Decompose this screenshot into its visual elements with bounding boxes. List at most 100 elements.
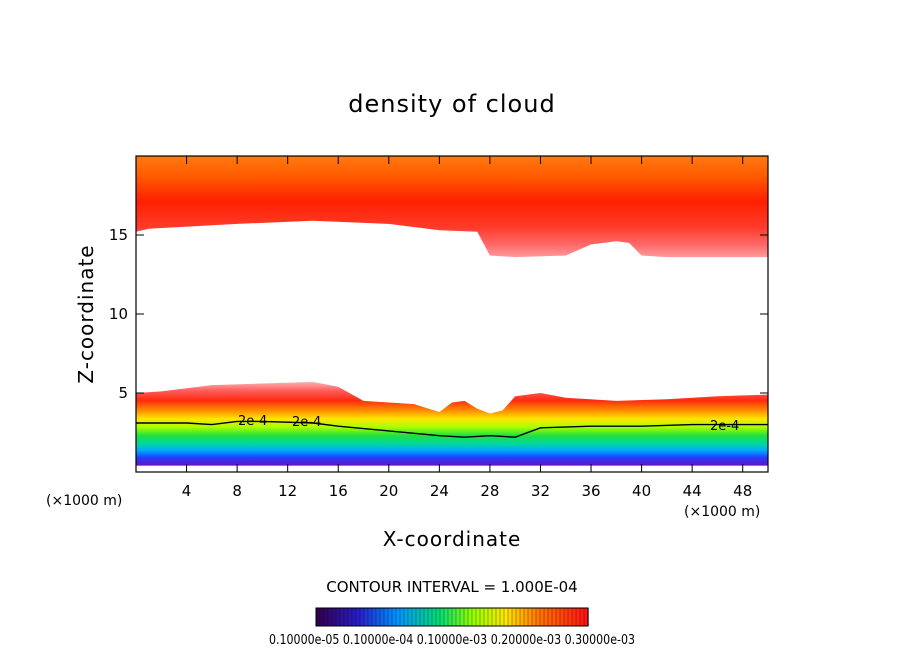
x-tick-label: 36 <box>581 482 600 500</box>
colorbar-cell <box>559 607 565 627</box>
colorbar-cell <box>367 607 373 627</box>
colorbar-cell <box>471 607 477 627</box>
colorbar-cell <box>463 607 469 627</box>
x-tick-label: 32 <box>531 482 550 500</box>
colorbar-cell <box>423 607 429 627</box>
colorbar-labels: 0.10000e-05 0.10000e-04 0.10000e-03 0.20… <box>269 633 635 648</box>
colorbar-cell <box>487 607 493 627</box>
x-axis-label: X-coordinate <box>383 527 522 551</box>
colorbar-cell <box>315 607 321 627</box>
colorbar-cell <box>447 607 453 627</box>
colorbar-cell <box>499 607 505 627</box>
colorbar-cell <box>331 607 337 627</box>
lower-cloud-layer <box>136 381 768 466</box>
colorbar-cell <box>435 607 441 627</box>
colorbar-cell <box>575 607 581 627</box>
colorbar-cell <box>407 607 413 627</box>
x-tick-label: 20 <box>379 482 398 500</box>
colorbar-cell <box>451 607 457 627</box>
colorbar-cell <box>351 607 357 627</box>
y-tick-label: 15 <box>109 226 128 244</box>
y-axis-label: Z-coordinate <box>74 244 98 383</box>
plot-area <box>136 156 768 466</box>
colorbar-cell <box>495 607 501 627</box>
colorbar-cell <box>519 607 525 627</box>
colorbar-cell <box>363 607 369 627</box>
colorbar-cell <box>523 607 529 627</box>
colorbar-cell <box>535 607 541 627</box>
colorbar-cell <box>319 607 325 627</box>
colorbar-cell <box>399 607 405 627</box>
contour-interval-label: CONTOUR INTERVAL = 1.000E-04 <box>326 578 577 596</box>
contour-label: 2e-4 <box>238 414 267 429</box>
colorbar-cell <box>459 607 465 627</box>
contour-2e-4-line <box>136 420 768 438</box>
x-tick-label: 16 <box>329 482 348 500</box>
colorbar-cell <box>323 607 329 627</box>
x-axis-ticks: 4 8 12 16 20 24 28 32 36 40 44 48 <box>182 156 752 500</box>
colorbar-cell <box>531 607 537 627</box>
colorbar <box>315 607 589 627</box>
colorbar-cell <box>371 607 377 627</box>
colorbar-cell <box>479 607 485 627</box>
colorbar-cell <box>527 607 533 627</box>
colorbar-cell <box>491 607 497 627</box>
colorbar-cell <box>343 607 349 627</box>
colorbar-cell <box>383 607 389 627</box>
colorbar-cell <box>387 607 393 627</box>
contour-label: 2e-4 <box>292 415 321 430</box>
colorbar-cell <box>543 607 549 627</box>
colorbar-cell <box>395 607 401 627</box>
colorbar-cell <box>379 607 385 627</box>
colorbar-cell <box>443 607 449 627</box>
colorbar-cell <box>555 607 561 627</box>
colorbar-cell <box>375 607 381 627</box>
colorbar-cell <box>415 607 421 627</box>
colorbar-cell <box>539 607 545 627</box>
colorbar-cell <box>511 607 517 627</box>
colorbar-cell <box>347 607 353 627</box>
colorbar-cell <box>515 607 521 627</box>
colorbar-cell <box>483 607 489 627</box>
x-tick-label: 24 <box>430 482 449 500</box>
colorbar-cell <box>563 607 569 627</box>
colorbar-cell <box>503 607 509 627</box>
contour-label: 2e-4 <box>710 419 739 434</box>
colorbar-cell <box>339 607 345 627</box>
upper-cloud-layer <box>136 156 768 258</box>
x-tick-label: 28 <box>480 482 499 500</box>
y-axis-ticks: 5 10 15 <box>109 226 768 402</box>
colorbar-frame <box>315 607 589 627</box>
colorbar-cell <box>551 607 557 627</box>
colorbar-cell <box>419 607 425 627</box>
colorbar-cell <box>467 607 473 627</box>
colorbar-cell <box>439 607 445 627</box>
colorbar-cell <box>355 607 361 627</box>
x-tick-label: 44 <box>683 482 702 500</box>
colorbar-cell <box>507 607 513 627</box>
colorbar-cell <box>579 607 585 627</box>
colorbar-cell <box>335 607 341 627</box>
chart-title: density of cloud <box>348 90 555 118</box>
colorbar-cell <box>567 607 573 627</box>
colorbar-cell <box>411 607 417 627</box>
x-axis-unit-left: (×1000 m) <box>46 493 122 509</box>
colorbar-cell <box>571 607 577 627</box>
colorbar-cell <box>431 607 437 627</box>
x-axis-unit-right: (×1000 m) <box>684 504 760 520</box>
colorbar-cell <box>391 607 397 627</box>
colorbar-cell <box>403 607 409 627</box>
colorbar-cell <box>327 607 333 627</box>
x-tick-label: 8 <box>232 482 242 500</box>
colorbar-cell <box>475 607 481 627</box>
colorbar-cell <box>359 607 365 627</box>
colorbar-cell <box>547 607 553 627</box>
colorbar-cell <box>455 607 461 627</box>
x-tick-label: 4 <box>182 482 192 500</box>
colorbar-cell <box>427 607 433 627</box>
x-tick-label: 12 <box>278 482 297 500</box>
x-tick-label: 48 <box>733 482 752 500</box>
x-tick-label: 40 <box>632 482 651 500</box>
y-tick-label: 10 <box>109 305 128 323</box>
